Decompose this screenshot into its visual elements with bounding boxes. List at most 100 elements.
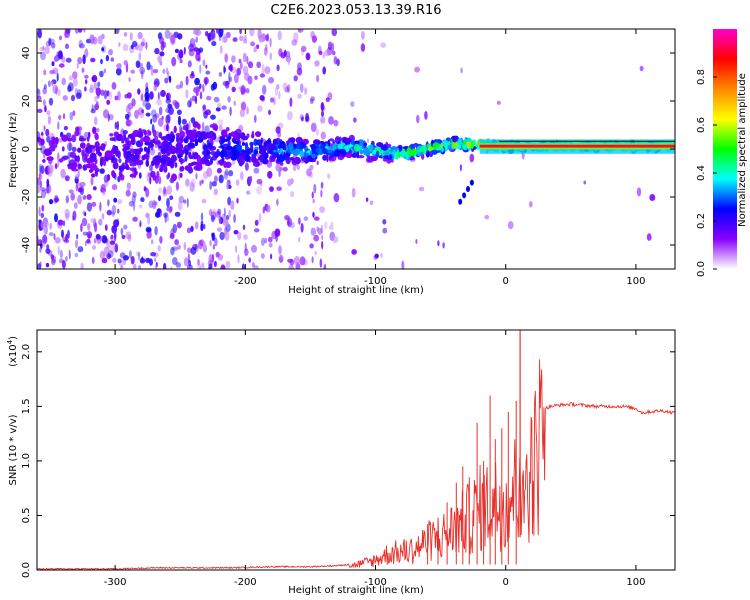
spectrogram-noise-cell xyxy=(109,243,116,254)
spectrogram-noise-cell xyxy=(211,181,217,187)
spectrogram-ridge-cell xyxy=(220,140,223,148)
spectrogram-noise-cell xyxy=(130,255,135,265)
spectrogram-noise-cell xyxy=(268,242,273,248)
spectrogram-noise-cell xyxy=(83,29,86,33)
spectrogram-noise-cell xyxy=(297,29,304,33)
spectrogram-ridge-cell xyxy=(137,159,144,166)
spectrogram-noise-cell xyxy=(141,93,144,102)
spectrogram-noise-cell xyxy=(143,186,147,192)
spectrogram-noise-cell xyxy=(649,194,656,201)
colorbar-tick-label: 0.2 xyxy=(696,213,707,229)
snr-frame xyxy=(36,329,676,571)
spectrogram-noise-cell xyxy=(251,244,257,253)
spectrogram-noise-cell xyxy=(172,257,178,265)
spectrogram-noise-cell xyxy=(284,86,289,93)
spectrogram-ridge-cell xyxy=(148,130,152,136)
spectrogram-noise-cell xyxy=(218,29,224,38)
spectrogram-ridge-cell xyxy=(43,149,49,155)
spectrogram-ridge-cell xyxy=(126,151,132,158)
spectrogram-noise-cell xyxy=(265,43,268,52)
spectrogram-noise-cell xyxy=(351,187,356,198)
spectrogram-noise-cell xyxy=(73,202,78,210)
spectrogram-noise-cell xyxy=(221,35,228,44)
spectrogram-noise-cell xyxy=(48,232,54,237)
spectrogram-noise-cell xyxy=(164,77,169,84)
spectrogram-noise-cell xyxy=(187,264,193,269)
spectrogram-noise-cell xyxy=(253,46,257,53)
spectrogram-noise-cell xyxy=(127,234,132,242)
spectrogram-noise-cell xyxy=(40,189,47,199)
spectrogram-noise-cell xyxy=(269,186,274,192)
spectrogram-noise-cell xyxy=(236,67,241,76)
spectrogram-noise-cell xyxy=(123,60,128,66)
spectrogram-noise-cell xyxy=(114,243,119,253)
spectrogram-noise-cell xyxy=(305,112,309,122)
spectrogram-noise-cell xyxy=(225,31,231,39)
spectrogram-noise-cell xyxy=(131,98,136,107)
spectrogram-noise-cell xyxy=(322,66,327,75)
spectrogram-noise-cell xyxy=(203,242,207,248)
spectrogram-noise-cell xyxy=(646,233,652,241)
spectrogram-noise-cell xyxy=(240,101,247,111)
spectrogram-noise-cell xyxy=(71,146,77,153)
spectrogram-noise-cell xyxy=(54,197,60,202)
spectrogram-noise-cell xyxy=(46,135,51,143)
spectrogram-noise-cell xyxy=(200,264,205,269)
spectrogram-noise-cell xyxy=(172,99,178,106)
spectrogram-noise-cell xyxy=(75,239,78,249)
spectrogram-noise-cell xyxy=(287,84,291,93)
spectrogram-ridge-cell xyxy=(322,154,327,161)
spectrogram-ridge-cell xyxy=(92,126,97,134)
spectrogram-ridge-cell xyxy=(214,153,219,159)
spectrogram-ridge-cell xyxy=(406,147,412,155)
spectrogram-ridge-cell xyxy=(359,149,364,155)
spectrogram-noise-cell xyxy=(93,238,97,244)
spectrogram-noise-cell xyxy=(261,63,265,74)
snr-y-tick-label: 1.0 xyxy=(21,453,32,469)
spectrogram-ridge-cell xyxy=(211,136,215,140)
spectrogram-noise-cell xyxy=(318,50,323,56)
spectrogram-noise-cell xyxy=(43,225,48,235)
spectrogram-ridge-cell xyxy=(321,148,329,155)
spectrogram-noise-cell xyxy=(218,215,222,225)
spectrogram-noise-cell xyxy=(42,87,47,95)
spectrogram-ridge-cell xyxy=(329,155,332,161)
spectrogram-noise-cell xyxy=(94,96,98,102)
spectrogram-noise-cell xyxy=(296,164,301,171)
spectrogram-noise-cell xyxy=(529,201,533,208)
spectrogram-noise-cell xyxy=(40,221,44,229)
spectrogram-noise-cell xyxy=(108,49,113,56)
spectrogram-ridge-cell xyxy=(189,134,197,143)
spectrogram-ridge-cell xyxy=(431,149,438,155)
spectrogram-noise-cell xyxy=(95,127,100,133)
spectrogram-noise-cell xyxy=(280,52,286,59)
spectrogram-ridge-cell xyxy=(188,151,192,158)
snr-y-axis: 0.0 0.5 1.0 1.5 2.0 xyxy=(21,344,675,578)
spectrogram-noise-cell xyxy=(183,46,186,55)
spectrogram-noise-cell xyxy=(95,101,99,107)
figure-title: C2E6.2023.053.13.39.R16 xyxy=(270,3,441,18)
spectrogram-noise-cell xyxy=(263,47,268,56)
spectrogram-ridge-cell xyxy=(163,166,168,173)
spectrogram-noise-cell xyxy=(121,234,126,239)
spectrogram-noise-cell xyxy=(116,63,122,69)
spectrogram-noise-cell xyxy=(37,263,42,269)
spectrogram-ridge-cell xyxy=(175,142,183,150)
spectrogram-noise-cell xyxy=(99,168,105,174)
spectrogram-noise-cell xyxy=(68,189,74,194)
spectrogram-noise-cell xyxy=(190,246,197,255)
spectrogram-ridge-cell xyxy=(130,162,137,167)
spectrogram-noise-cell xyxy=(53,55,59,63)
spectrogram-ridge-cell xyxy=(174,162,178,168)
spectrogram-noise-cell xyxy=(129,32,133,41)
spectrogram-noise-cell xyxy=(69,111,74,121)
spectrogram-noise-cell xyxy=(223,207,226,217)
spectrogram-noise-cell xyxy=(261,237,265,246)
spectrogram-ridge-cell xyxy=(272,140,277,145)
spectrogram-ridge-cell xyxy=(177,154,183,158)
spectrogram-ridge-cell xyxy=(168,145,176,153)
spectrogram-noise-cell xyxy=(320,131,326,140)
spectrogram-noise-cell xyxy=(139,219,142,228)
spectrogram-noise-cell xyxy=(201,179,204,184)
spectrogram-noise-cell xyxy=(125,113,130,120)
